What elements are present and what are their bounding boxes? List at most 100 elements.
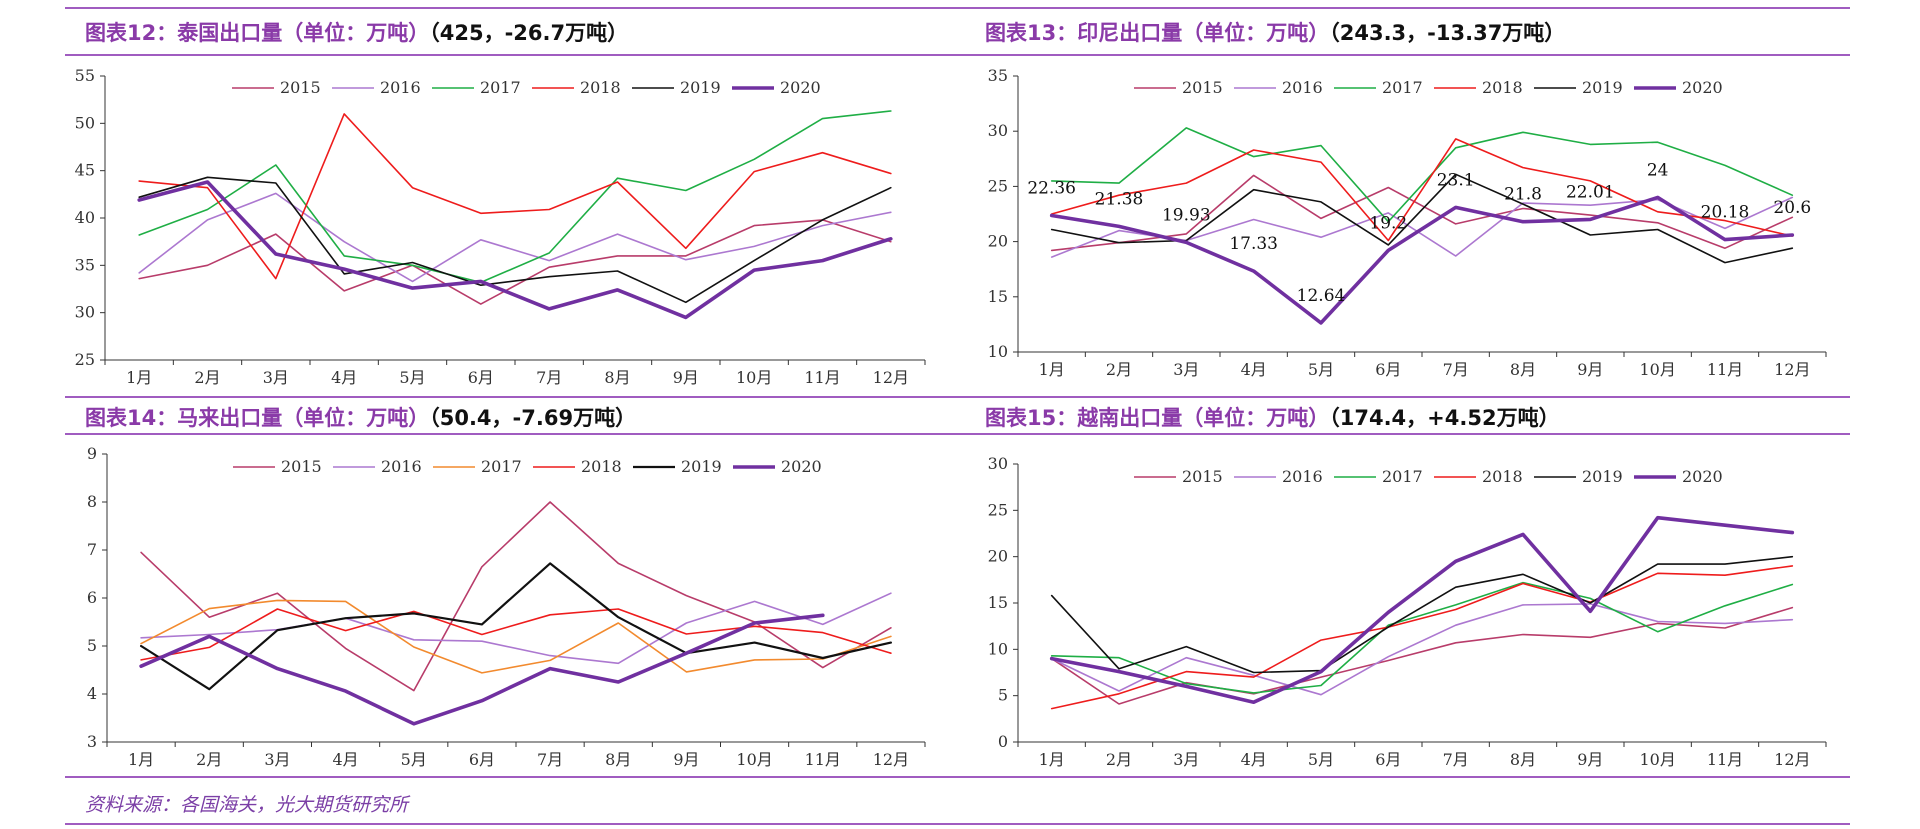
thai-chart-title: 图表12：泰国出口量（单位：万吨）（425，-26.7万吨）: [85, 17, 628, 47]
x-tick-label: 9月: [1577, 360, 1603, 379]
y-tick-label: 25: [75, 350, 95, 369]
y-tick-label: 20: [988, 547, 1008, 566]
malaysia-title-sub: （50.4，-7.69万吨）: [429, 406, 637, 430]
mid-rule-right: [966, 396, 1850, 398]
x-tick-label: 8月: [604, 368, 630, 387]
thai-export-chart: 25 30 35 40 45 50 55 1月 2月 3月 4月 5月 6月 7月 8月 9月 10月 11月 12…: [65, 62, 945, 397]
x-tick-label: 6月: [1375, 360, 1401, 379]
series-line-2016: [140, 592, 892, 665]
x-tick-label: 4月: [1241, 750, 1267, 769]
data-label: 24: [1647, 160, 1669, 180]
indonesia-title-main: 图表13：印尼出口量（单位：万吨）: [985, 21, 1330, 45]
legend-label-2018: 2018: [1482, 467, 1523, 486]
data-label: 21.8: [1504, 185, 1542, 205]
legend-label-2020: 2020: [1682, 78, 1723, 97]
data-label: 19.93: [1162, 205, 1211, 225]
legend-label-2017: 2017: [1382, 467, 1423, 486]
series-line-2017: [138, 110, 892, 284]
data-label: 21.38: [1095, 189, 1144, 209]
x-tick-label: 10月: [736, 368, 772, 387]
x-tick-label: 12月: [873, 368, 909, 387]
legend-label-2016: 2016: [381, 457, 422, 476]
x-tick-label: 3月: [1173, 360, 1199, 379]
series-line-2016: [138, 192, 892, 283]
indonesia-export-chart: 10 15 20 25 30 35 1月 2月 3月 4月 5月 6月 7月 8月 9月 10月 11月 12月 2…: [966, 62, 1846, 397]
y-tick-label: 5: [998, 686, 1008, 705]
legend-label-2015: 2015: [280, 78, 321, 97]
x-tick-label: 9月: [1577, 750, 1603, 769]
x-tick-label: 6月: [1375, 750, 1401, 769]
y-tick-label: 25: [988, 176, 1008, 195]
y-tick-label: 7: [87, 540, 97, 559]
vietnam-export-chart: 0 5 10 15 20 25 30 1月 2月 3月 4月 5月 6月 7月 8月 9月 10月 11月 12月 2…: [966, 440, 1846, 775]
series-line-2017: [1050, 127, 1794, 223]
x-tick-label: 5月: [401, 750, 427, 769]
x-tick-label: 7月: [1443, 750, 1469, 769]
legend-label-2019: 2019: [680, 78, 721, 97]
series-line-2020: [137, 180, 893, 320]
title-rule-left-1: [65, 54, 972, 56]
series-line-2018: [140, 608, 892, 661]
x-tick-label: 8月: [1510, 360, 1536, 379]
footer-rule-right: [966, 823, 1850, 825]
series-line-2015: [138, 219, 892, 305]
x-tick-label: 4月: [1241, 360, 1267, 379]
x-tick-label: 11月: [1707, 360, 1743, 379]
y-tick-label: 20: [988, 232, 1008, 251]
x-tick-label: 3月: [263, 368, 289, 387]
series-line-2020: [1049, 515, 1795, 704]
series-line-2017: [140, 599, 892, 674]
x-tick-label: 7月: [1443, 360, 1469, 379]
legend-label-2017: 2017: [480, 78, 521, 97]
x-tick-label: 2月: [196, 750, 222, 769]
y-tick-label: 3: [87, 732, 97, 751]
vietnam-title-sub: （174.4，+4.52万吨）: [1329, 406, 1560, 430]
x-tick-label: 10月: [736, 750, 772, 769]
vietnam-title-main: 图表15：越南出口量（单位：万吨）: [985, 406, 1330, 430]
x-tick-label: 12月: [873, 750, 909, 769]
legend-label-2018: 2018: [581, 457, 622, 476]
x-tick-label: 1月: [126, 368, 152, 387]
series-line-2015: [140, 501, 892, 692]
y-tick-label: 10: [988, 342, 1008, 361]
x-tick-label: 1月: [1039, 360, 1065, 379]
legend-label-2019: 2019: [1582, 467, 1623, 486]
series-line-2019: [138, 176, 892, 304]
mid-rule-left: [65, 396, 972, 398]
indonesia-chart-svg: 10 15 20 25 30 35 1月 2月 3月 4月 5月 6月 7月 8月 9月 10月 11月 12月 2…: [988, 66, 1827, 379]
y-tick-label: 10: [988, 639, 1008, 658]
legend-label-2017: 2017: [481, 457, 522, 476]
x-tick-label: 1月: [1039, 750, 1065, 769]
data-label: 23.1: [1437, 170, 1475, 190]
series-line-2015: [1050, 606, 1794, 705]
x-tick-label: 5月: [1308, 750, 1334, 769]
legend-label-2016: 2016: [1282, 78, 1323, 97]
x-tick-label: 2月: [1106, 750, 1132, 769]
y-tick-label: 9: [87, 444, 97, 463]
x-tick-label: 11月: [1707, 750, 1743, 769]
title-rule-right-1: [966, 54, 1850, 56]
x-tick-label: 2月: [1106, 360, 1132, 379]
series-line-2018: [138, 113, 892, 280]
legend-label-2015: 2015: [1182, 467, 1223, 486]
x-tick-label: 8月: [1510, 750, 1536, 769]
indonesia-title-sub: （243.3，-13.37万吨）: [1329, 21, 1566, 45]
footer-rule: [65, 823, 972, 825]
y-tick-label: 30: [988, 121, 1008, 140]
y-tick-label: 50: [75, 113, 95, 132]
legend-label-2015: 2015: [281, 457, 322, 476]
x-tick-label: 7月: [537, 750, 563, 769]
y-tick-label: 25: [988, 500, 1008, 519]
legend-label-2020: 2020: [1682, 467, 1723, 486]
thai-chart-svg: 25 30 35 40 45 50 55 1月 2月 3月 4月 5月 6月 7月 8月 9月 10月 11月 12…: [75, 66, 926, 387]
y-tick-label: 4: [87, 684, 97, 703]
series-line-2019: [140, 562, 892, 691]
y-tick-label: 0: [998, 732, 1008, 751]
y-tick-label: 40: [75, 208, 95, 227]
data-label: 12.64: [1297, 286, 1346, 306]
series-line-2018: [1050, 565, 1794, 710]
data-label: 19.2: [1369, 213, 1407, 233]
thai-title-main: 图表12：泰国出口量（单位：万吨）: [85, 21, 430, 45]
series-line-2017: [1050, 581, 1794, 694]
x-tick-label: 11月: [804, 368, 840, 387]
